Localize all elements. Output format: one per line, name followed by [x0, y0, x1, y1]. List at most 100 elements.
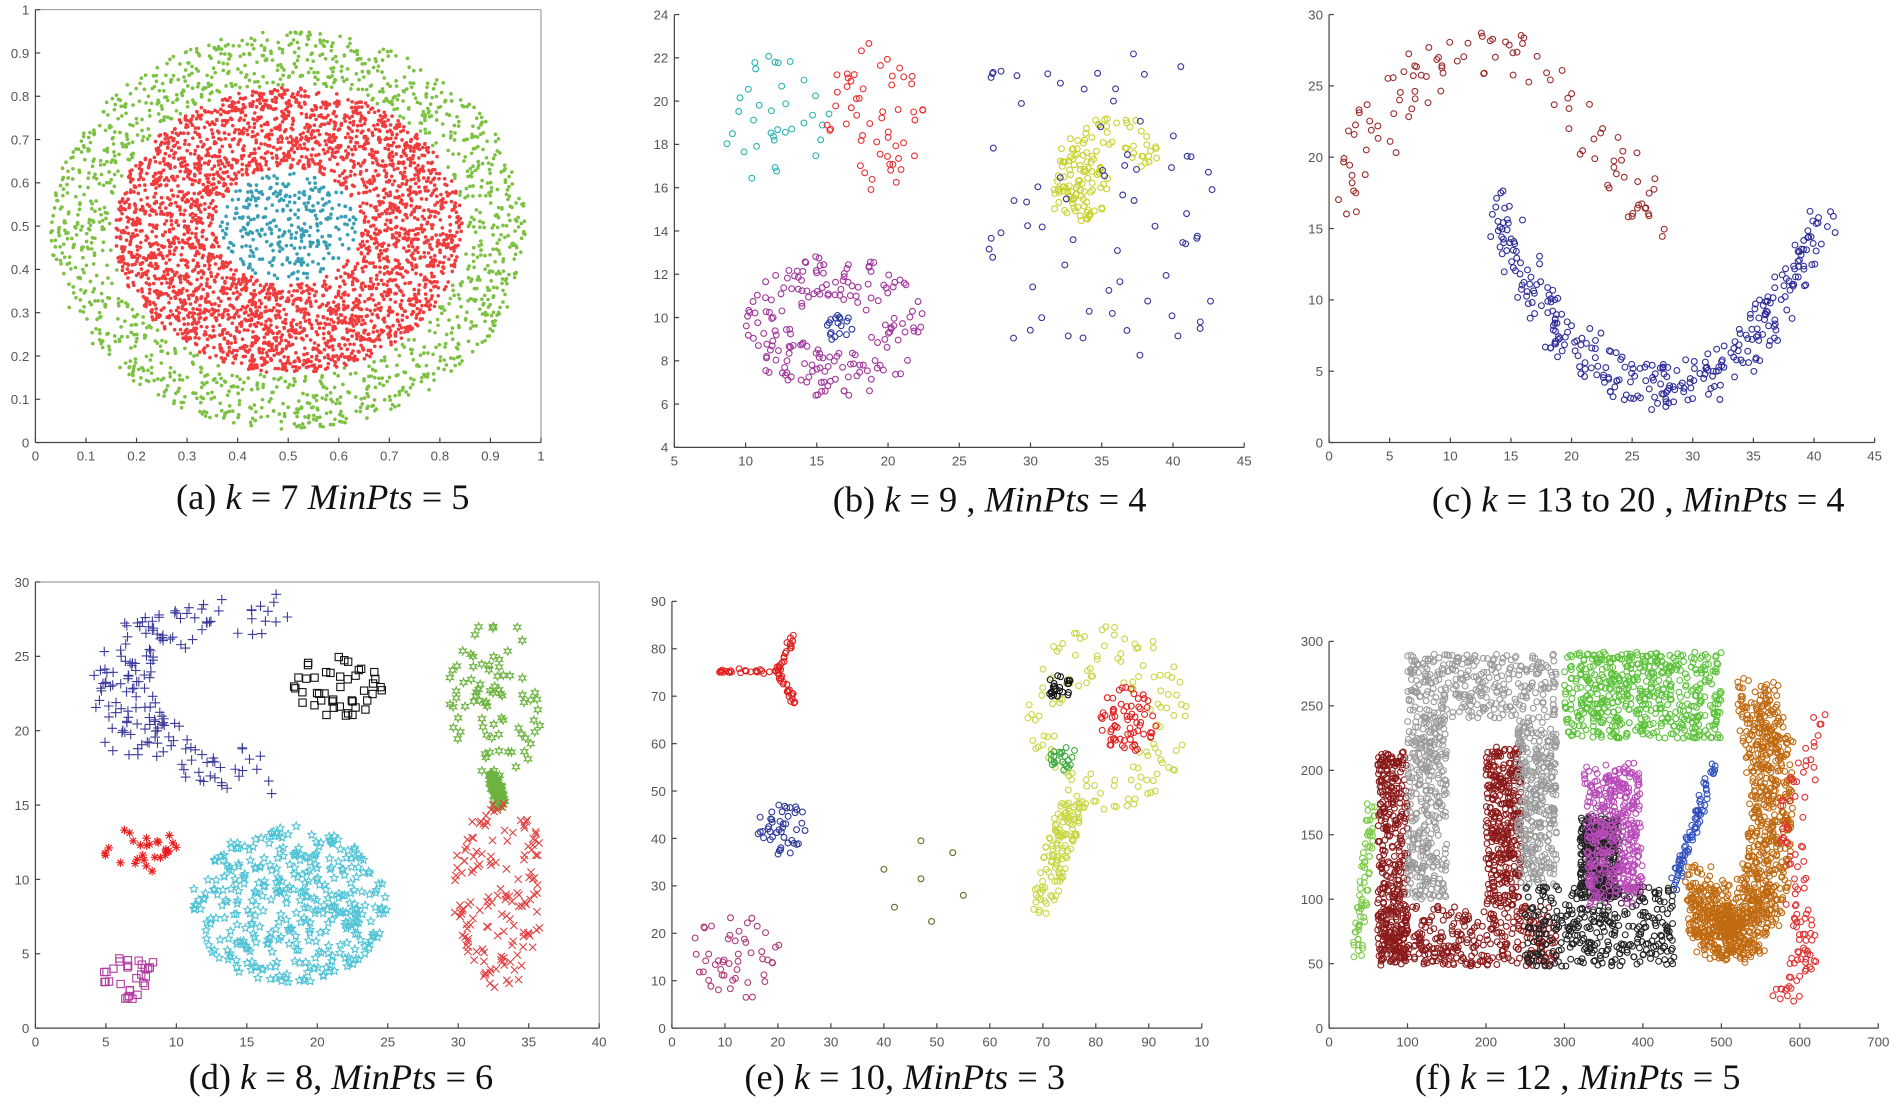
data-point — [168, 229, 172, 234]
data-point — [400, 313, 405, 318]
data-point — [297, 282, 301, 287]
data-point — [349, 192, 354, 197]
data-point — [308, 300, 313, 304]
data-point — [385, 218, 389, 222]
data-point — [150, 86, 155, 91]
data-point — [220, 220, 225, 224]
data-point — [373, 169, 378, 173]
data-point — [199, 366, 204, 371]
data-point — [416, 291, 421, 296]
data-point — [151, 242, 156, 246]
data-point — [240, 244, 244, 249]
data-point — [89, 302, 94, 307]
data-point — [165, 272, 170, 277]
data-point — [326, 361, 331, 366]
data-point — [159, 202, 163, 206]
data-point — [262, 46, 267, 50]
data-point — [312, 341, 317, 345]
data-point — [353, 230, 357, 234]
data-point — [403, 269, 408, 273]
data-point — [218, 401, 222, 406]
data-point — [295, 296, 300, 301]
data-point — [162, 326, 167, 331]
data-point — [170, 130, 175, 135]
data-point — [309, 153, 314, 157]
data-point — [311, 405, 315, 409]
data-point — [95, 317, 99, 322]
data-point — [326, 308, 331, 313]
data-point — [463, 138, 467, 142]
data-point — [178, 327, 183, 332]
data-point — [334, 190, 338, 195]
data-point — [345, 327, 349, 332]
data-point — [386, 54, 391, 58]
data-point — [277, 249, 282, 254]
data-point — [340, 352, 344, 357]
data-point — [355, 49, 360, 53]
data-point — [216, 173, 221, 178]
data-point — [135, 244, 139, 249]
data-point — [267, 399, 272, 404]
data-point — [318, 165, 323, 169]
data-point — [70, 236, 74, 241]
data-point — [471, 245, 476, 250]
data-point — [338, 284, 342, 289]
data-point — [332, 385, 337, 390]
data-point — [429, 180, 433, 185]
data-point — [236, 67, 240, 71]
data-point — [124, 132, 129, 136]
data-point — [375, 68, 380, 73]
data-point — [165, 98, 170, 103]
data-point — [207, 212, 212, 217]
data-point — [168, 321, 173, 326]
data-point — [316, 77, 320, 82]
data-point — [359, 245, 364, 249]
data-point — [376, 118, 381, 123]
data-point — [430, 226, 434, 231]
data-point — [173, 295, 177, 299]
data-point — [348, 139, 353, 144]
x-tick-label: 1 — [537, 449, 544, 464]
data-point — [58, 183, 63, 188]
data-point — [62, 220, 67, 225]
data-point — [246, 367, 251, 371]
data-point — [507, 272, 511, 277]
data-point — [260, 227, 264, 232]
data-point — [519, 236, 524, 241]
data-point — [256, 214, 260, 218]
data-point — [429, 114, 434, 118]
data-point — [413, 190, 418, 194]
data-point — [374, 208, 379, 213]
data-point — [510, 242, 514, 246]
data-point — [53, 191, 58, 195]
data-point — [220, 123, 225, 127]
data-point — [389, 407, 393, 411]
data-point — [162, 390, 167, 394]
data-point — [426, 160, 430, 165]
data-point — [79, 228, 83, 232]
data-point — [345, 305, 350, 309]
data-point — [183, 200, 188, 204]
data-point — [388, 123, 393, 127]
data-point — [192, 311, 197, 316]
data-point — [348, 120, 352, 125]
data-point — [380, 376, 385, 380]
data-point — [271, 80, 275, 85]
data-point — [171, 236, 176, 241]
data-point — [280, 233, 285, 238]
data-point — [129, 152, 134, 157]
data-point — [286, 140, 291, 145]
data-point — [247, 348, 252, 352]
data-point — [130, 168, 134, 172]
data-point — [438, 358, 442, 363]
data-point — [377, 252, 381, 257]
data-point — [423, 292, 428, 296]
data-point — [219, 107, 223, 112]
data-point — [436, 238, 440, 243]
data-point — [341, 279, 346, 283]
data-point — [389, 227, 394, 231]
data-point — [292, 150, 297, 154]
data-point — [333, 77, 337, 82]
data-point — [293, 212, 297, 217]
data-point — [231, 157, 235, 162]
